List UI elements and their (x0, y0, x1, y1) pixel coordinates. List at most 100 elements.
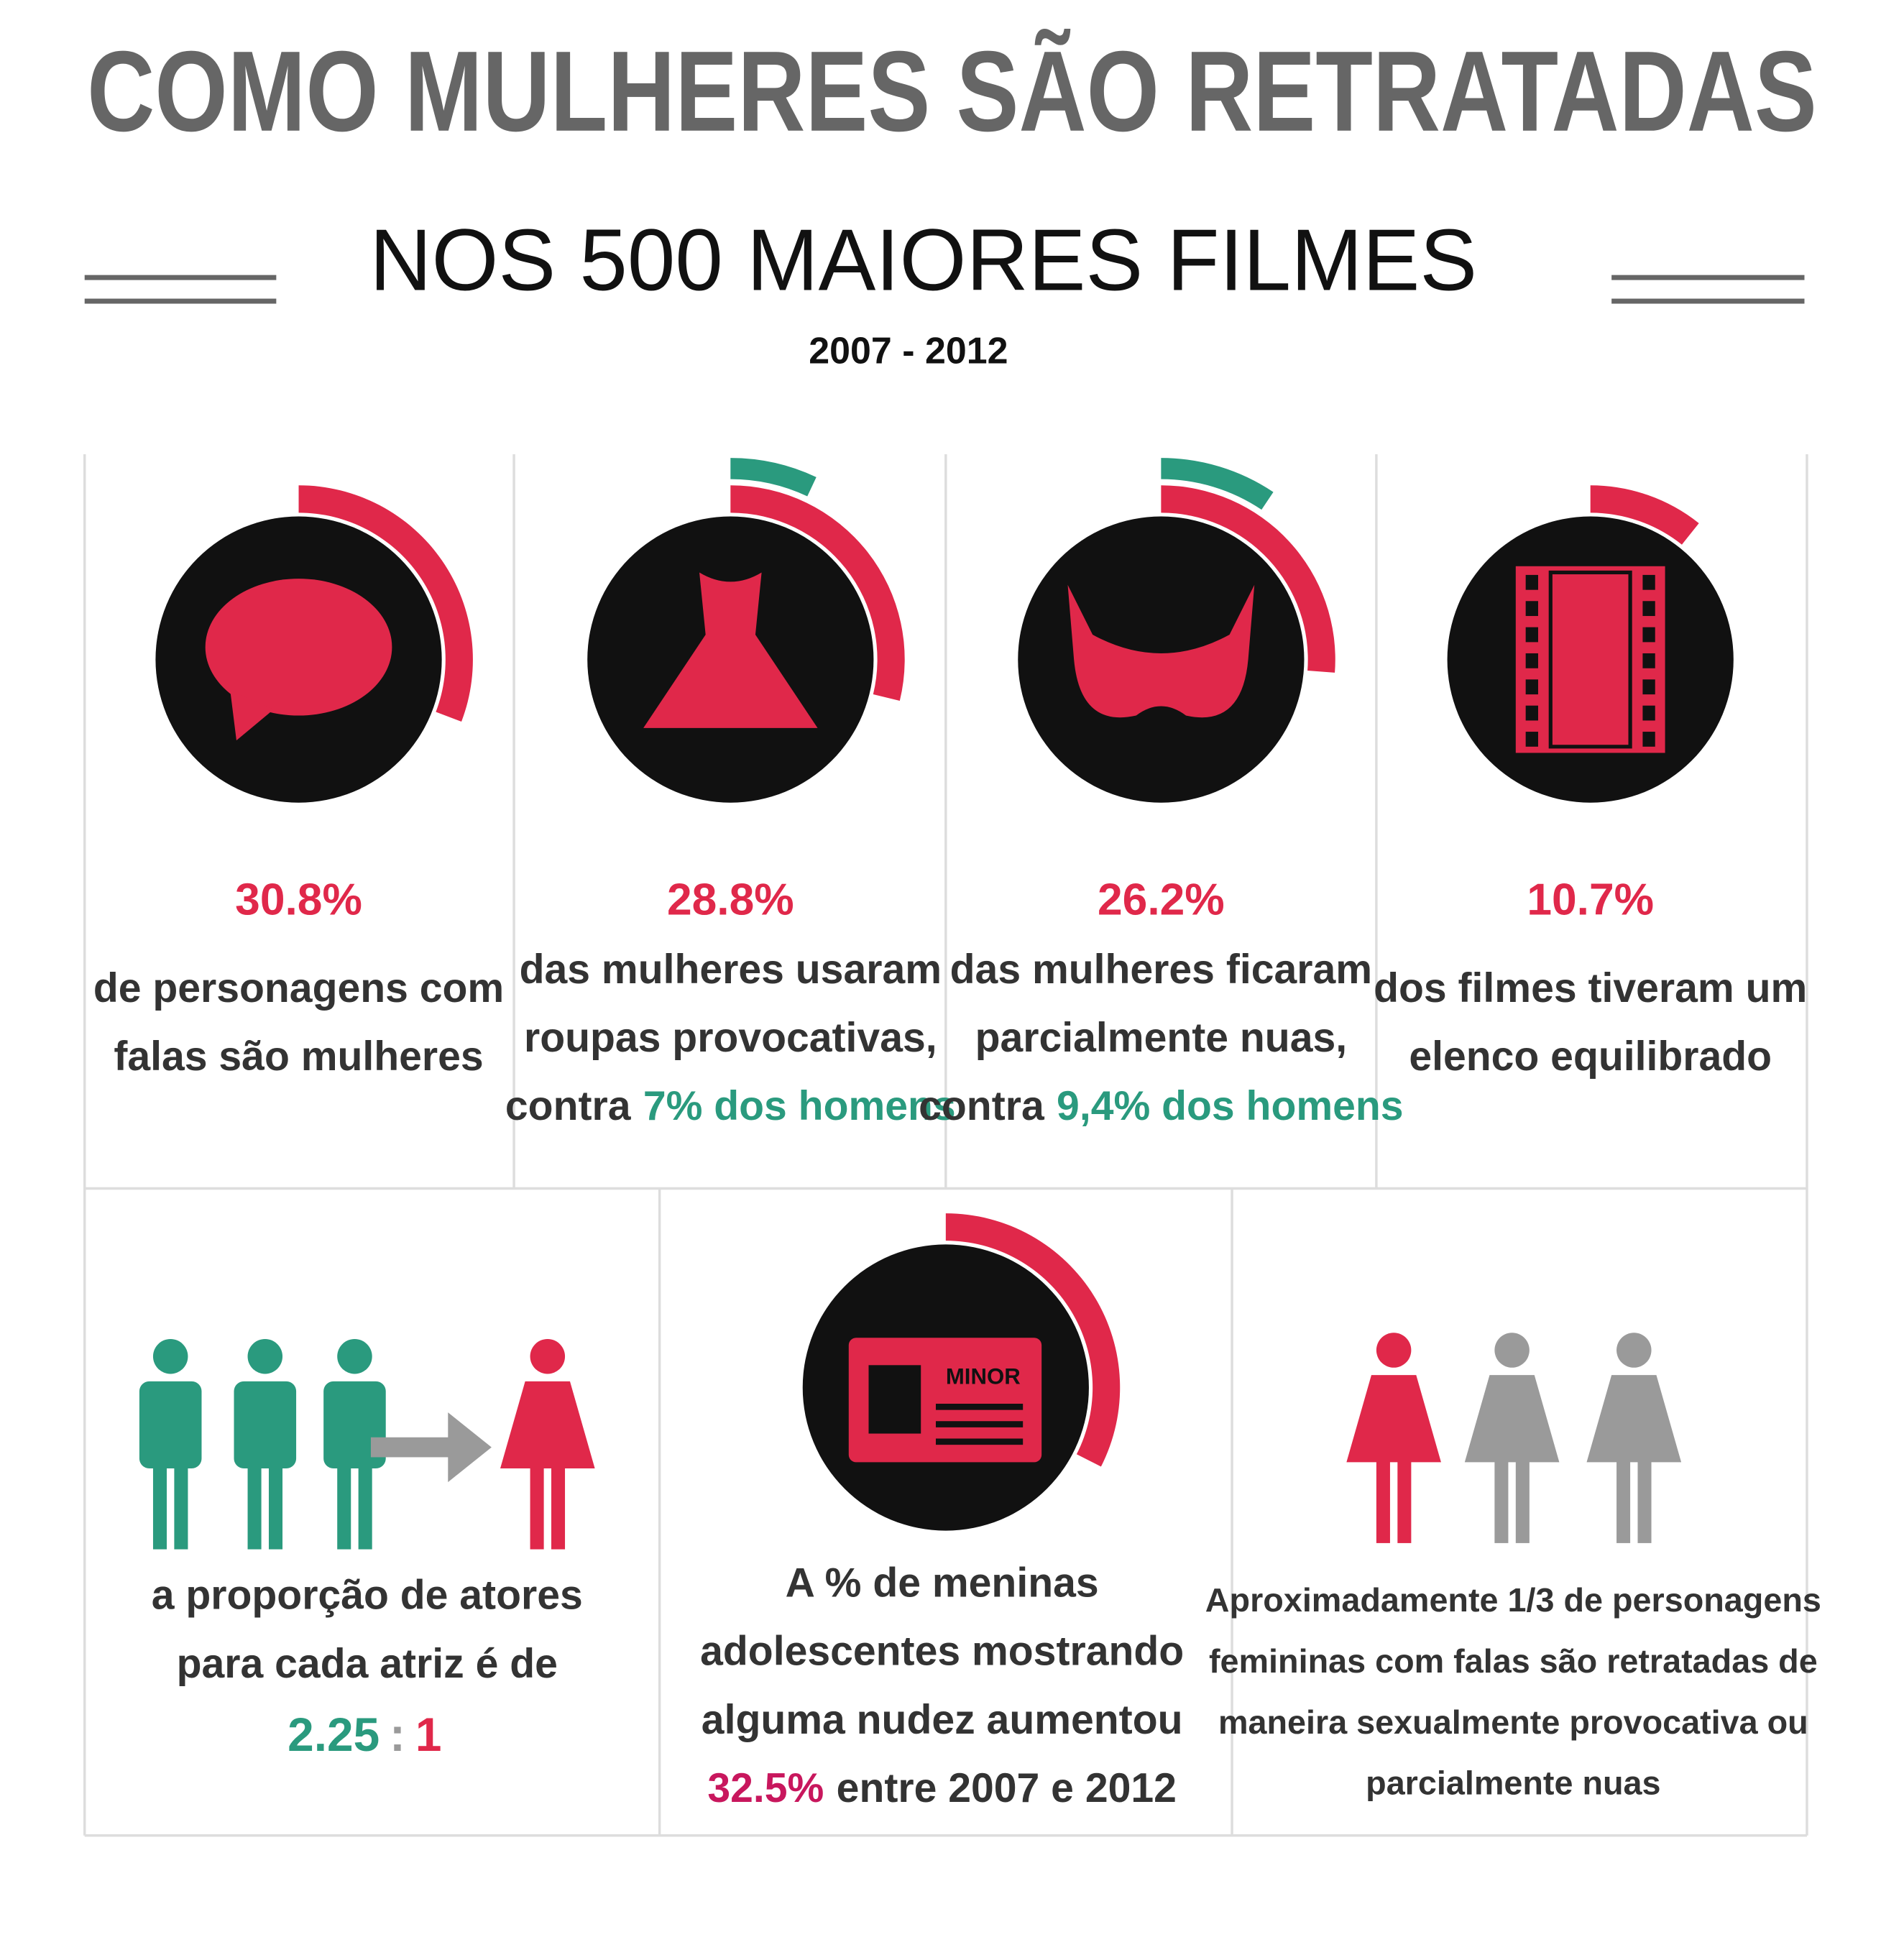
arrow-shaft (370, 1437, 459, 1458)
person-head (1376, 1333, 1412, 1368)
person-leg (1494, 1455, 1509, 1543)
person-leg (152, 1462, 167, 1550)
id-line (935, 1438, 1024, 1445)
stat-contrast: contra 9,4% dos homens (919, 1083, 1403, 1129)
arc (298, 485, 473, 722)
stat-text: de personagens com (93, 965, 504, 1011)
contrast-prefix: contra (505, 1083, 632, 1129)
person-head (247, 1338, 283, 1374)
contrast-highlight: 7% dos homens (643, 1083, 956, 1129)
bottom-highlight-line: 32.5% entre 2007 e 2012 (707, 1765, 1177, 1811)
stat-value: 28.8% (667, 875, 794, 925)
film-hole (1525, 601, 1538, 617)
ratio-sep: : (390, 1708, 405, 1761)
film-hole (1525, 679, 1538, 695)
person-head (1616, 1333, 1652, 1368)
bra-icon (1067, 584, 1255, 718)
stat-value: 26.2% (1098, 875, 1225, 925)
speech-tail (230, 690, 274, 741)
bottom-text: maneira sexualmente provocativa ou (1218, 1703, 1808, 1741)
person-body (323, 1381, 386, 1469)
stat-contrast: contra 7% dos homens (505, 1083, 956, 1129)
stat-text: parcialmente nuas, (975, 1015, 1348, 1061)
title: COMO MULHERES SÃO RETRATADAS (87, 27, 1817, 155)
person-head (337, 1338, 372, 1374)
film-hole (1525, 653, 1538, 668)
id-photo (868, 1365, 921, 1434)
stat-text: das mulheres ficaram (950, 947, 1372, 993)
person-leg (1376, 1455, 1390, 1543)
film-hole (1525, 732, 1538, 747)
film-hole (1525, 627, 1538, 643)
person-leg (1397, 1455, 1412, 1543)
bottom-text: parcialmente nuas (1366, 1765, 1660, 1802)
contrast-prefix: contra (919, 1083, 1045, 1129)
arc (1590, 485, 1699, 545)
stat-text: das mulheres usaram (520, 947, 942, 993)
person-body (139, 1381, 202, 1469)
arc (730, 485, 905, 701)
person-leg (530, 1462, 544, 1550)
person-head (1494, 1333, 1530, 1368)
subtitle: NOS 500 MAIORES FILMES (369, 211, 1477, 308)
person-body (500, 1381, 595, 1469)
film-hole (1525, 574, 1538, 590)
suffix: entre 2007 e 2012 (837, 1765, 1177, 1811)
person-leg (551, 1462, 566, 1550)
bottom-text: femininas com falas são retratadas de (1209, 1642, 1818, 1680)
id-line (935, 1403, 1024, 1410)
film-hole (1642, 574, 1655, 590)
person-body (234, 1381, 297, 1469)
person-leg (1637, 1455, 1652, 1543)
film-hole (1642, 627, 1655, 643)
stat-text: dos filmes tiveram um (1374, 965, 1807, 1011)
arc (945, 1213, 1121, 1467)
film-frame (1548, 570, 1632, 749)
person-leg (268, 1462, 283, 1550)
bottom-text: adolescentes mostrando (700, 1629, 1184, 1675)
person-body (1346, 1375, 1441, 1463)
person-body (1586, 1375, 1682, 1463)
person-body (1464, 1375, 1560, 1463)
arc (730, 458, 817, 497)
arc (1161, 458, 1274, 510)
person-leg (358, 1462, 372, 1550)
person-leg (174, 1462, 188, 1550)
ratio-right: 1 (415, 1708, 442, 1761)
id-line (935, 1421, 1024, 1427)
highlight: 32.5% (707, 1765, 824, 1811)
dress-icon (643, 572, 818, 728)
film-hole (1642, 653, 1655, 668)
film-hole (1642, 601, 1655, 617)
bottom-text: Aproximadamente 1/3 de personagens (1205, 1581, 1821, 1619)
stat-value: 10.7% (1527, 875, 1654, 925)
speech-icon (205, 579, 392, 716)
arc (1161, 485, 1335, 673)
person-head (152, 1338, 188, 1374)
person-leg (337, 1462, 351, 1550)
arrow-head (448, 1412, 492, 1483)
grid (83, 454, 1808, 1837)
film-hole (1642, 732, 1655, 747)
stat-value: 30.8% (235, 875, 362, 925)
bottom-text: A % de meninas (786, 1560, 1099, 1606)
film-hole (1525, 705, 1538, 721)
film-hole (1642, 679, 1655, 695)
decor-lines (84, 275, 1805, 304)
ratio-left: 2.25 (288, 1708, 380, 1761)
person-leg (1616, 1455, 1631, 1543)
person-head (530, 1338, 566, 1374)
contrast-highlight: 9,4% dos homens (1057, 1083, 1404, 1129)
ratio: 2.25:1 (288, 1708, 441, 1761)
bottom-text: para cada atriz é de (177, 1641, 558, 1687)
film-hole (1642, 705, 1655, 721)
stat-text: elenco equilibrado (1409, 1034, 1772, 1080)
bottom-text: a proporção de atores (152, 1573, 583, 1619)
stat-text: roupas provocativas, (524, 1015, 937, 1061)
years: 2007 - 2012 (809, 331, 1008, 372)
person-leg (247, 1462, 262, 1550)
stat-text: falas são mulheres (114, 1034, 483, 1080)
id-label: MINOR (946, 1363, 1021, 1389)
bottom-text: alguma nudez aumentou (702, 1697, 1183, 1743)
